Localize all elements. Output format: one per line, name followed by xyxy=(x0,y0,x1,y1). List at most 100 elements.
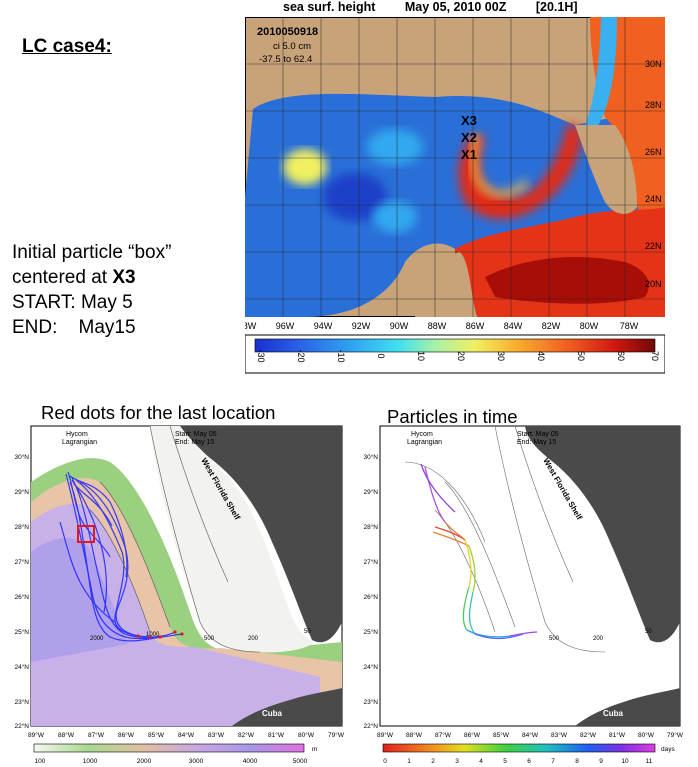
ssh-lon-labels: 98W 96W 94W 92W 90W 88W 86W 84W 82W 80W … xyxy=(245,321,639,331)
right-lat-label: 24°N xyxy=(363,663,378,671)
ssh-colorbar-tick: 0 xyxy=(376,353,386,358)
ssh-colorbar-tick: 70 xyxy=(650,351,660,361)
right-colorbar-tick: 6 xyxy=(527,758,531,765)
west-florida-shelf xyxy=(150,426,315,653)
right-header-start: Start: May 05 xyxy=(517,431,559,438)
cold-eddy xyxy=(323,173,387,221)
right-lat-label: 25°N xyxy=(363,628,378,636)
right-colorbar-ticks: 0 1 2 3 4 5 6 7 8 9 10 11 xyxy=(383,758,653,765)
ssh-range: -37.5 to 62.4 xyxy=(259,54,312,65)
left-lat-label: 30°N xyxy=(14,453,29,461)
ssh-stamp: 2010050918 xyxy=(257,26,318,38)
ssh-lon-label: 94W xyxy=(314,321,333,331)
right-colorbar-tick: 9 xyxy=(599,758,603,765)
left-lon-label: 83°W xyxy=(208,731,225,739)
left-colorbar-tick: 4000 xyxy=(243,758,258,765)
left-lat-labels: 30°N 29°N 28°N 27°N 26°N 25°N 24°N 23°N … xyxy=(14,453,29,730)
florida-land xyxy=(525,426,680,643)
ssh-colorbar-ticks: -30 -20 -10 0 10 20 30 40 50 60 70 xyxy=(256,349,660,362)
left-header-model: Hycom xyxy=(66,431,88,438)
left-lat-label: 27°N xyxy=(14,558,29,566)
right-colorbar-tick: 5 xyxy=(503,758,507,765)
right-contour-label: 200 xyxy=(593,636,604,642)
left-lon-label: 80°W xyxy=(298,731,315,739)
left-lat-label: 25°N xyxy=(14,628,29,636)
left-lat-label: 23°N xyxy=(14,698,29,706)
ssh-variable: sea surf. height xyxy=(283,0,376,14)
left-lat-label: 28°N xyxy=(14,523,29,531)
right-contour-label: 500 xyxy=(549,636,560,642)
right-lat-labels: 30°N 29°N 28°N 27°N 26°N 25°N 24°N 23°N … xyxy=(363,453,378,730)
yucatan-land xyxy=(415,252,477,317)
right-lon-label: 89°W xyxy=(377,731,394,739)
left-header-type: Lagrangian xyxy=(62,439,97,446)
bathy-contours xyxy=(89,426,261,653)
ssh-lon-label: 88W xyxy=(428,321,447,331)
ssh-lon-label: 96W xyxy=(276,321,295,331)
ssh-lon-label: 80W xyxy=(580,321,599,331)
right-lon-label: 82°W xyxy=(580,731,597,739)
info-end: END: May15 xyxy=(12,315,171,340)
start-value: May 5 xyxy=(80,292,133,313)
ssh-colorbar-tick: -10 xyxy=(336,349,346,362)
right-lat-label: 28°N xyxy=(363,523,378,531)
ssh-grid xyxy=(245,17,665,317)
right-lat-label: 30°N xyxy=(363,453,378,461)
ssh-lat-label: 30N xyxy=(645,59,662,69)
ssh-lon-label: 82W xyxy=(542,321,561,331)
right-lat-label: 26°N xyxy=(363,593,378,601)
left-colorbar-unit: m xyxy=(312,746,317,753)
cuba-land xyxy=(575,688,680,726)
left-colorbar-tick: 3000 xyxy=(189,758,204,765)
ssh-lat-label: 22N xyxy=(645,241,662,251)
info-line-1: Initial particle “box” xyxy=(12,242,172,263)
left-panel-title: Red dots for the last location xyxy=(41,402,276,423)
particle-info: Initial particle “box” centered at X3 ST… xyxy=(12,240,171,340)
right-colorbar-tick: 0 xyxy=(383,758,387,765)
left-cuba-label: Cuba xyxy=(262,709,283,718)
left-colorbar-tick: 2000 xyxy=(137,758,152,765)
info-start: START: May 5 xyxy=(12,290,171,315)
left-lat-label: 29°N xyxy=(14,488,29,496)
left-lon-label: 87°W xyxy=(88,731,105,739)
right-panel-title: Particles in time xyxy=(387,406,518,427)
left-contour-label: 2000 xyxy=(90,636,104,642)
ssh-lon-label: 92W xyxy=(352,321,371,331)
right-colorbar-tick: 7 xyxy=(551,758,555,765)
ssh-colorbar-tick: -20 xyxy=(296,349,306,362)
right-lat-label: 22°N xyxy=(363,722,378,730)
ssh-date: May 05, 2010 00Z xyxy=(404,0,507,14)
right-colorbar-unit: days xyxy=(661,746,675,753)
ssh-map: 2010050918 ci 5.0 cm -37.5 to 62.4 X3 X2… xyxy=(245,17,665,374)
info-line-2-marker: X3 xyxy=(112,267,136,288)
left-lat-label: 26°N xyxy=(14,593,29,601)
caribbean-hot xyxy=(485,257,649,304)
ssh-lon-label: 98W xyxy=(245,321,257,331)
right-colorbar-tick: 4 xyxy=(479,758,483,765)
left-colorbar-tick: 5000 xyxy=(293,758,308,765)
ssh-colorbar-tick: 50 xyxy=(576,351,586,361)
right-lon-label: 83°W xyxy=(551,731,568,739)
left-header-start: Start: May 05 xyxy=(175,431,217,438)
ssh-colorbar-tick: 30 xyxy=(496,351,506,361)
left-lon-label: 85°W xyxy=(148,731,165,739)
left-lon-label: 84°W xyxy=(178,731,195,739)
left-lat-label: 24°N xyxy=(14,663,29,671)
right-colorbar-tick: 10 xyxy=(621,758,629,765)
ssh-colorbar-tick: 60 xyxy=(616,351,626,361)
last-location-dots xyxy=(136,630,184,639)
left-colorbar xyxy=(33,743,305,753)
left-lon-label: 79°W xyxy=(328,731,345,739)
right-lat-label: 29°N xyxy=(363,488,378,496)
start-label: START: xyxy=(12,292,76,313)
ssh-lon-label: 84W xyxy=(504,321,523,331)
right-lon-label: 84°W xyxy=(522,731,539,739)
left-colorbar-tick: 100 xyxy=(35,758,46,765)
loop-current-edge xyxy=(470,134,530,198)
left-header-end: End: May 15 xyxy=(175,439,214,446)
bathy-deep xyxy=(31,503,320,726)
ssh-lon-label: 78W xyxy=(620,321,639,331)
right-lat-label: 27°N xyxy=(363,558,378,566)
marker-x3: X3 xyxy=(461,113,477,128)
left-lon-label: 88°W xyxy=(58,731,75,739)
